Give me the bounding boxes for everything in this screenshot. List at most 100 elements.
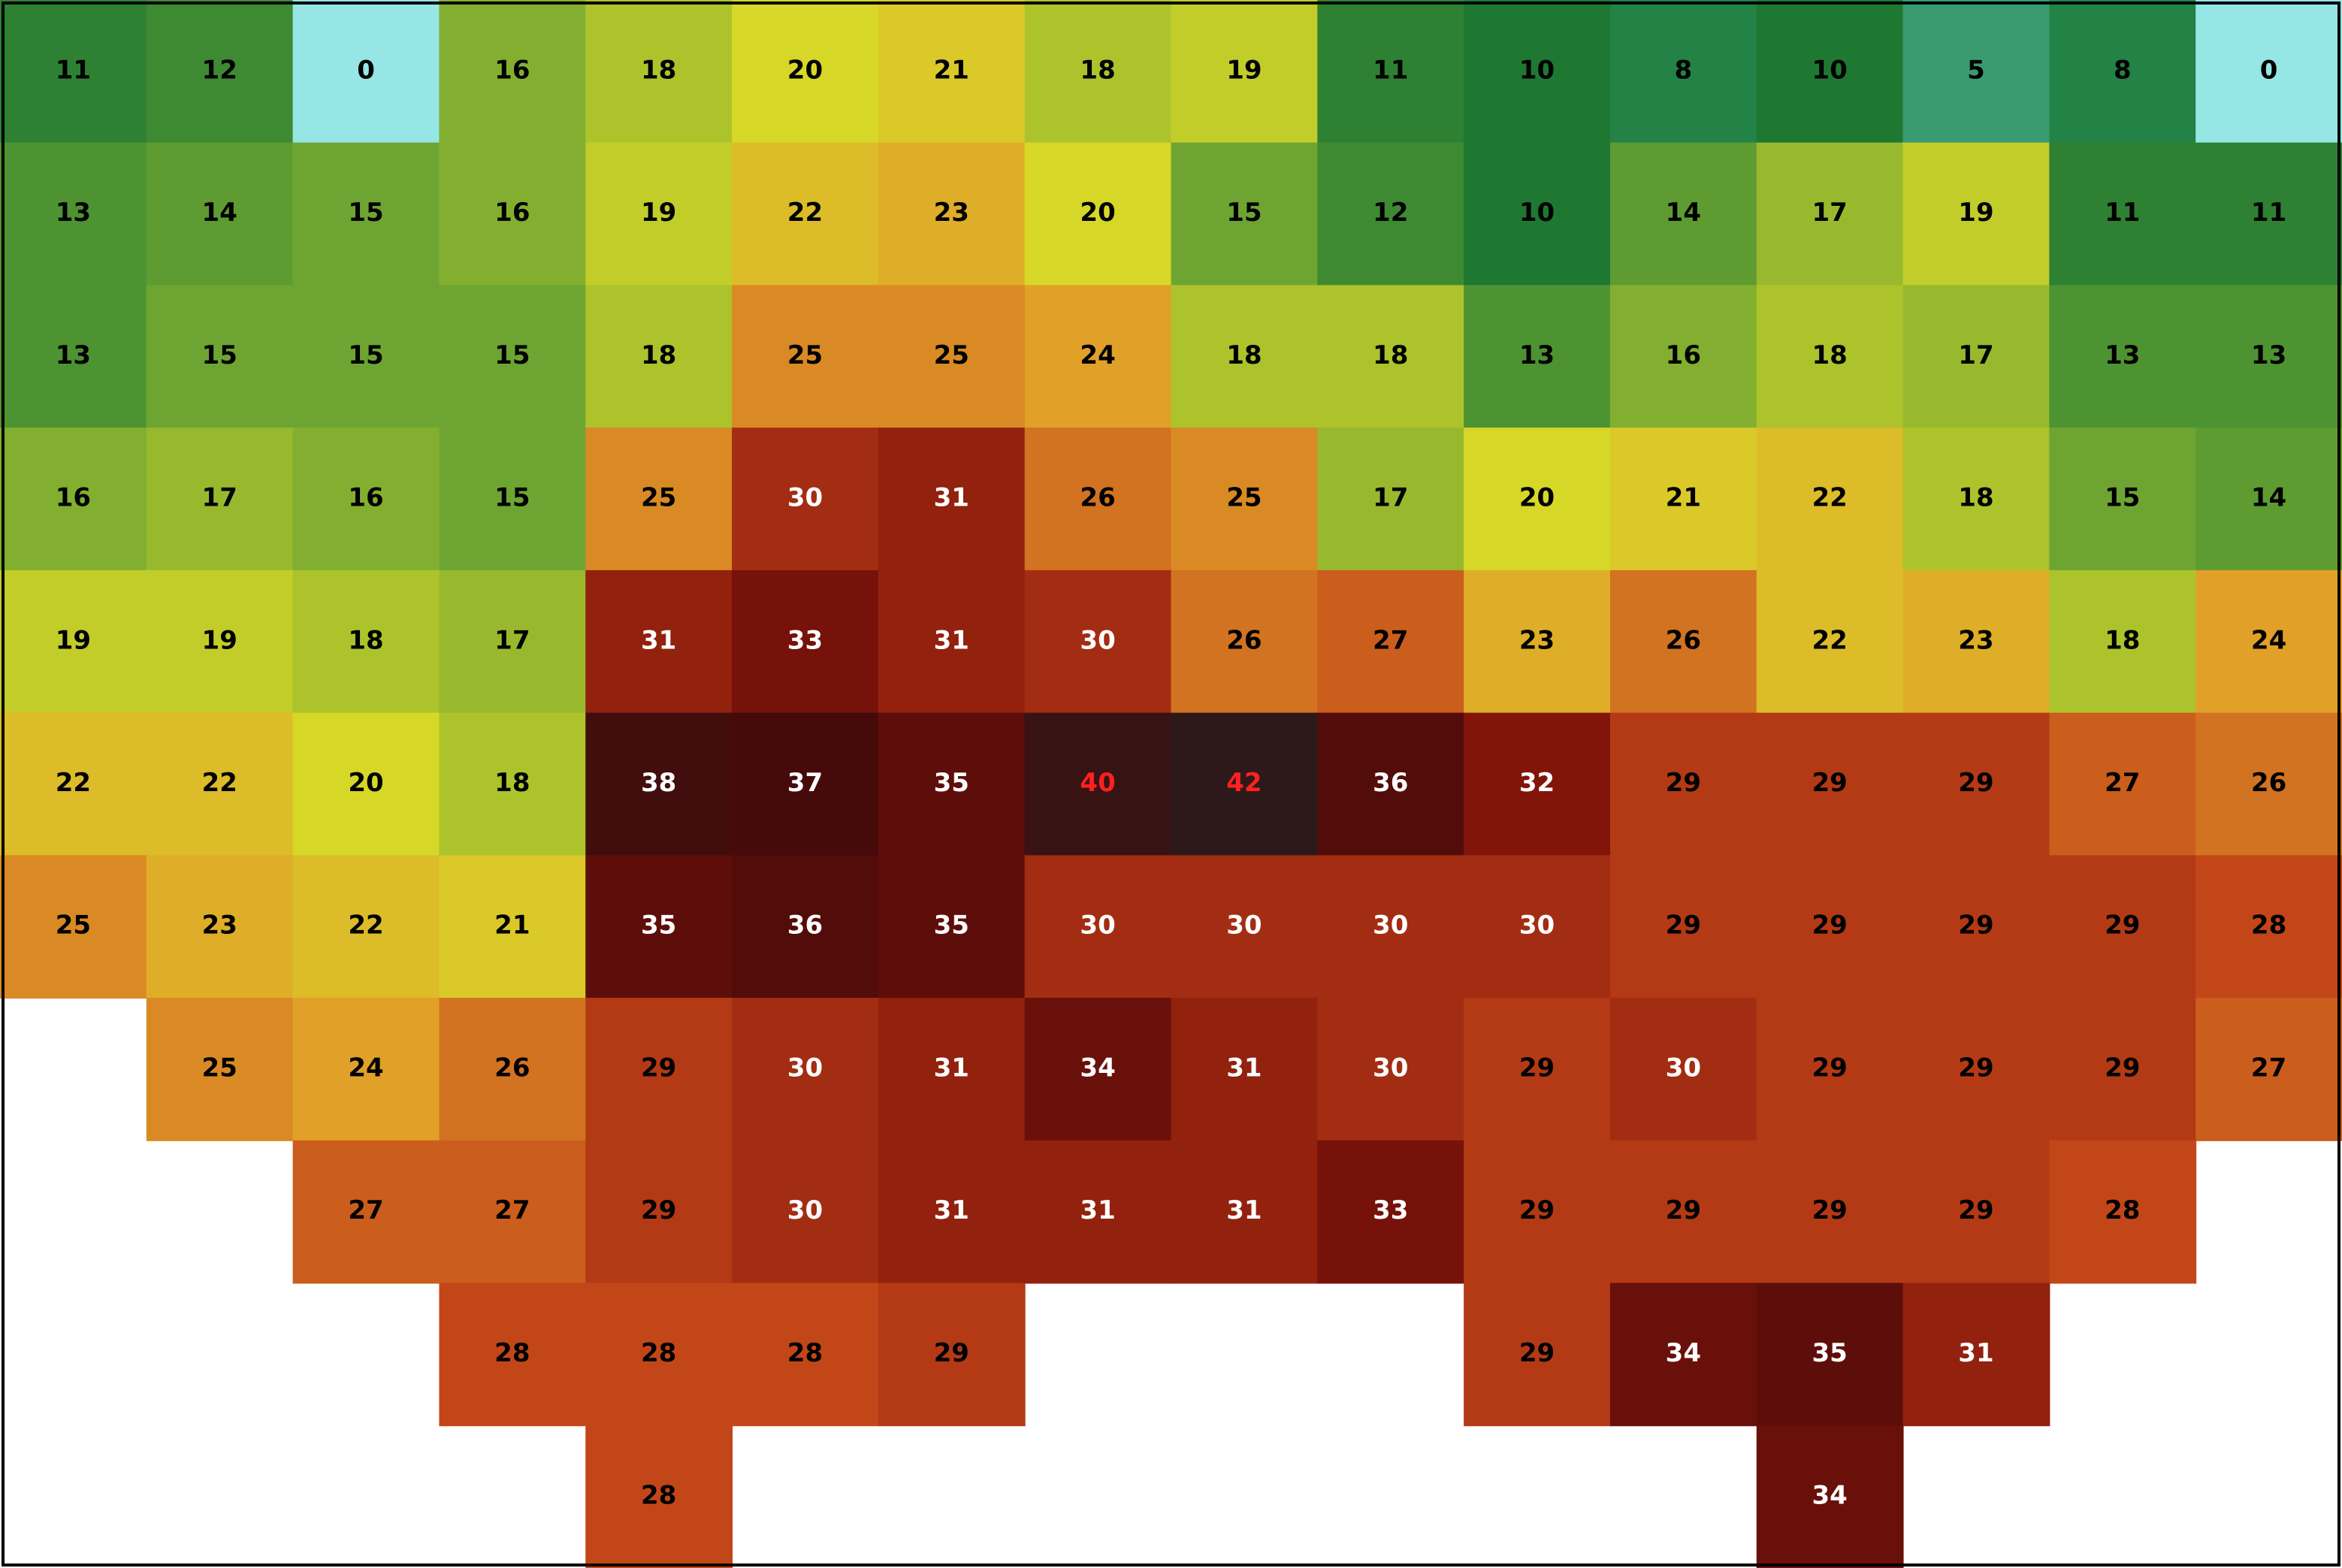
temperature-cell: [878, 712, 1026, 857]
temperature-cell: [732, 0, 879, 144]
temperature-label: 11: [2251, 198, 2286, 228]
temperature-cell: [585, 285, 733, 429]
temperature-label: 19: [1958, 198, 1993, 228]
temperature-label: 18: [1080, 55, 1115, 85]
temperature-label: 30: [1080, 625, 1115, 655]
temperature-cell: [292, 998, 440, 1141]
temperature-label: 16: [56, 483, 91, 513]
temperature-label: 21: [934, 55, 969, 85]
temperature-label: 35: [641, 911, 676, 941]
temperature-cell: [2195, 142, 2342, 286]
temperature-cell: [1464, 712, 1611, 857]
temperature-label: 38: [641, 768, 676, 798]
temperature-cell: [2195, 569, 2342, 714]
temperature-label: 26: [1666, 625, 1701, 655]
temperature-cell: [1902, 427, 2050, 571]
temperature-cell: [878, 427, 1026, 571]
temperature-label: 33: [787, 625, 823, 655]
temperature-label: 20: [1519, 483, 1555, 513]
temperature-cell: [1902, 0, 2050, 144]
temperature-cell: [1609, 712, 1757, 857]
temperature-label: 29: [1666, 768, 1701, 798]
temperature-label: 10: [1812, 55, 1847, 85]
temperature-cell: [585, 1282, 733, 1427]
temperature-label: 17: [1373, 483, 1408, 513]
temperature-cell: [2195, 427, 2342, 571]
temperature-cell: [732, 427, 879, 571]
temperature-label: 31: [641, 625, 676, 655]
temperature-label: 15: [348, 198, 383, 228]
temperature-label: 10: [1519, 55, 1555, 85]
temperature-label: 29: [641, 1195, 676, 1225]
temperature-label: 30: [787, 1195, 823, 1225]
temperature-cell: [585, 1140, 733, 1284]
temperature-label: 5: [1967, 55, 1985, 85]
temperature-label: 25: [787, 340, 823, 370]
temperature-label: 17: [1812, 198, 1847, 228]
temperature-cell: [1756, 0, 1904, 144]
temperature-cell: [0, 569, 147, 714]
temperature-label: 29: [1958, 911, 1993, 941]
temperature-label: 28: [641, 1338, 676, 1368]
temperature-cell: [2195, 712, 2342, 857]
temperature-label: 19: [56, 625, 91, 655]
temperature-cell: [439, 569, 587, 714]
temperature-label: 15: [1226, 198, 1262, 228]
temperature-cell: [1464, 0, 1611, 144]
temperature-cell: [732, 285, 879, 429]
temperature-cell: [0, 285, 147, 429]
temperature-label: 0: [357, 55, 375, 85]
temperature-label: 8: [1675, 55, 1693, 85]
temperature-label: 17: [1958, 340, 1993, 370]
temperature-cell: [1171, 285, 1319, 429]
temperature-cell: [439, 1140, 587, 1284]
temperature-cell: [585, 569, 733, 714]
temperature-cell: [585, 855, 733, 999]
temperature-cell: [732, 142, 879, 286]
temperature-label: 23: [934, 198, 969, 228]
temperature-cell: [1902, 1140, 2050, 1284]
temperature-label: 29: [2105, 911, 2140, 941]
temperature-cell: [1317, 285, 1465, 429]
temperature-cell: [439, 0, 587, 144]
temperature-cell: [585, 142, 733, 286]
temperature-label: 35: [934, 911, 969, 941]
temperature-label: 29: [1666, 1195, 1701, 1225]
temperature-cell: [1902, 1282, 2050, 1427]
temperature-label: 18: [1226, 340, 1262, 370]
temperature-cell: [1464, 285, 1611, 429]
temperature-label: 29: [1519, 1338, 1555, 1368]
temperature-cell: [1756, 855, 1904, 999]
temperature-cell: [2049, 1140, 2197, 1284]
temperature-label: 13: [56, 198, 91, 228]
temperature-label: 36: [787, 911, 823, 941]
temperature-cell: [2195, 0, 2342, 144]
temperature-cell: [1317, 998, 1465, 1141]
temperature-label: 20: [1080, 198, 1115, 228]
temperature-label: 29: [1519, 1053, 1555, 1083]
temperature-cell: [1756, 1425, 1904, 1568]
temperature-cell: [292, 569, 440, 714]
temperature-label: 30: [787, 1053, 823, 1083]
temperature-label: 21: [1666, 483, 1701, 513]
temperature-cell: [1756, 569, 1904, 714]
temperature-label: 23: [1519, 625, 1555, 655]
temperature-label: 25: [1226, 483, 1262, 513]
temperature-cell: [292, 855, 440, 999]
temperature-cell: [1171, 998, 1319, 1141]
temperature-label: 25: [934, 340, 969, 370]
temperature-cell: [146, 712, 294, 857]
temperature-cell: [1902, 285, 2050, 429]
temperature-cell: [146, 569, 294, 714]
temperature-label: 42: [1226, 768, 1262, 798]
temperature-label: 21: [494, 911, 530, 941]
temperature-cell: [1902, 855, 2050, 999]
temperature-label: 29: [1812, 911, 1847, 941]
temperature-label: 31: [934, 625, 969, 655]
temperature-label: 16: [494, 55, 530, 85]
temperature-label: 0: [2260, 55, 2278, 85]
temperature-label: 24: [348, 1053, 383, 1083]
temperature-cell: [2049, 0, 2197, 144]
temperature-label: 18: [1958, 483, 1993, 513]
